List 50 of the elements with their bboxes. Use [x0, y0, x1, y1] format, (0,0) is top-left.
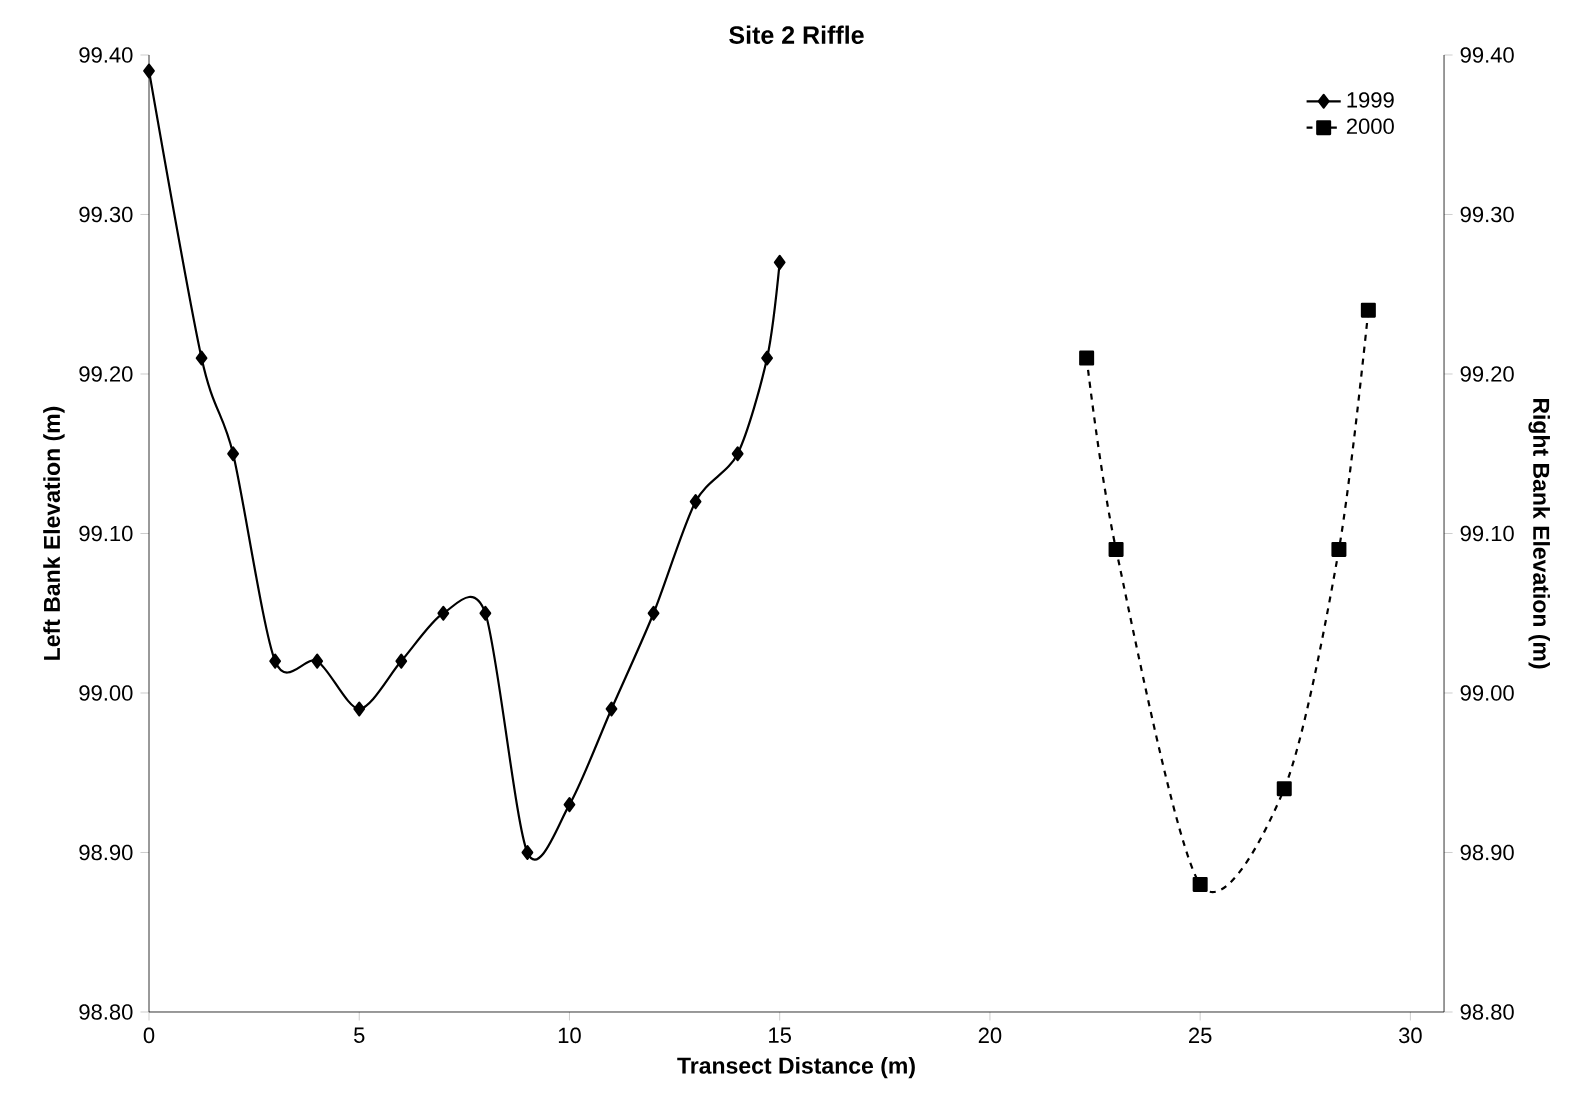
point [563, 797, 576, 813]
x-tick-label: 25 [1189, 1027, 1212, 1044]
y-tick-label: 98.90 [79, 844, 133, 861]
point [437, 605, 450, 621]
point [1360, 302, 1376, 318]
point [647, 605, 660, 621]
point [1079, 350, 1095, 366]
legend-label: 1999 [1347, 92, 1394, 108]
x-tick-label: 10 [558, 1027, 581, 1044]
point [311, 653, 324, 669]
y2-tick-label: 99.30 [1460, 206, 1514, 223]
x-tick-label: 20 [978, 1027, 1002, 1044]
point [395, 653, 408, 669]
point [773, 254, 786, 270]
point [353, 701, 366, 717]
y-tick-label: 98.80 [79, 1004, 133, 1020]
point [1276, 781, 1292, 797]
point [479, 605, 492, 621]
y-axis-title: Left Bank Elevation (m) [43, 406, 65, 660]
y2-axis-title: Right Bank Elevation (m) [1528, 398, 1550, 669]
point [1192, 876, 1208, 892]
y-tick-label: 99.00 [79, 685, 133, 701]
y2-tick-label: 99.00 [1460, 685, 1514, 701]
y2-tick-label: 98.80 [1460, 1004, 1514, 1020]
point [689, 494, 702, 510]
y-tick-label: 99.20 [79, 366, 133, 382]
point [761, 350, 773, 366]
y2-tick-label: 99.20 [1460, 366, 1514, 382]
y-tick-label: 99.40 [79, 47, 133, 63]
point [731, 446, 744, 462]
x-tick-label: 5 [353, 1027, 365, 1043]
y2-tick-label: 99.40 [1460, 47, 1514, 63]
x-tick-label: 0 [143, 1027, 155, 1044]
point [1108, 541, 1124, 557]
y2-tick-label: 99.10 [1460, 525, 1514, 542]
y2-tick-label: 98.90 [1460, 844, 1514, 861]
point [269, 653, 282, 669]
x-tick-label: 30 [1398, 1027, 1422, 1044]
point [521, 845, 534, 860]
x-axis-title: Transect Distance (m) [677, 1056, 915, 1079]
chart-title: Site 2 Riffle [729, 25, 864, 44]
y-tick-label: 99.10 [79, 525, 133, 542]
point [143, 63, 155, 79]
point [195, 350, 208, 366]
x-tick-label: 15 [769, 1027, 791, 1043]
point [227, 446, 239, 462]
point [605, 701, 618, 717]
y-tick-label: 99.30 [79, 206, 133, 223]
point [1331, 541, 1347, 557]
legend-label: 2000 [1346, 118, 1394, 135]
